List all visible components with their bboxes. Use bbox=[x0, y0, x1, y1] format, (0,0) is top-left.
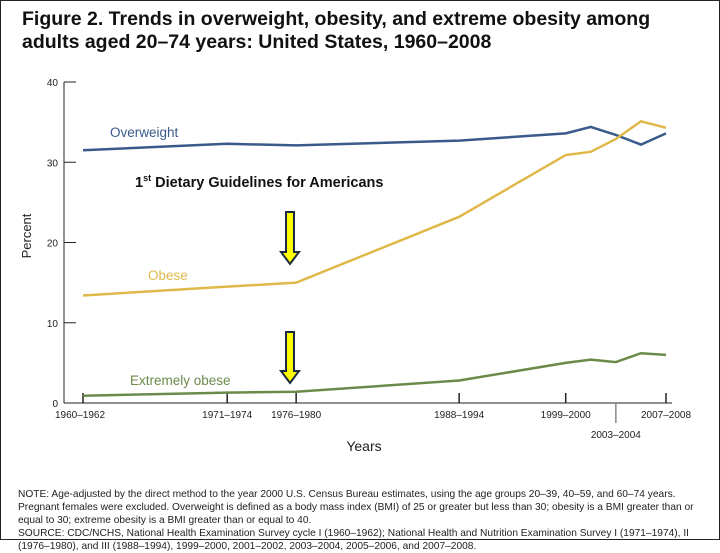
x-axis-label: Years bbox=[346, 438, 381, 454]
note-text: NOTE: Age-adjusted by the direct method … bbox=[18, 488, 718, 527]
down-arrow-icon bbox=[281, 332, 299, 383]
x-tick-label: 1971–1974 bbox=[202, 410, 252, 421]
chart-note: NOTE: Age-adjusted by the direct method … bbox=[18, 488, 718, 553]
x-tick-label: 1976–1980 bbox=[271, 410, 321, 421]
y-tick-label: 30 bbox=[47, 158, 59, 169]
y-axis-label: Percent bbox=[19, 213, 34, 258]
y-tick-label: 0 bbox=[52, 399, 58, 410]
series-label: Obese bbox=[148, 268, 188, 283]
series-label: Overweight bbox=[110, 125, 179, 140]
line-chart: 0 10 20 30 40 1960–1962 1971–1974 1976–1980 1988… bbox=[0, 0, 720, 540]
x-tick-label: 2007–2008 bbox=[641, 410, 691, 421]
y-tick-label: 40 bbox=[47, 78, 59, 89]
down-arrow-icon bbox=[281, 212, 299, 264]
x-tick-label: 1999–2000 bbox=[541, 410, 591, 421]
source-text: SOURCE: CDC/NCHS, National Health Examin… bbox=[18, 527, 718, 553]
annotation-text: 1st Dietary Guidelines for Americans bbox=[135, 173, 383, 191]
y-tick-label: 10 bbox=[47, 319, 59, 330]
y-tick-label: 20 bbox=[47, 239, 59, 250]
x-tick-label: 1960–1962 bbox=[55, 410, 105, 421]
x-tick-label: 1988–1994 bbox=[434, 410, 484, 421]
x-tick-label: 2003–2004 bbox=[591, 430, 641, 441]
series-label: Extremely obese bbox=[130, 373, 231, 388]
